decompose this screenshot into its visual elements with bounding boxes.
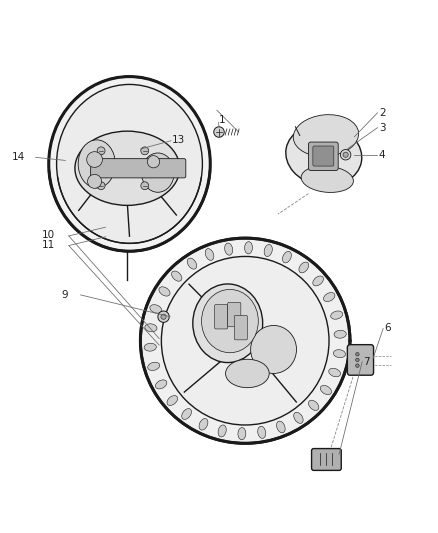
Ellipse shape [313, 276, 323, 286]
Circle shape [97, 182, 105, 190]
Circle shape [148, 156, 159, 168]
Ellipse shape [238, 427, 246, 440]
FancyBboxPatch shape [313, 146, 334, 166]
Circle shape [356, 358, 359, 362]
FancyBboxPatch shape [311, 449, 341, 471]
Ellipse shape [331, 311, 343, 319]
Ellipse shape [334, 330, 346, 338]
Text: 6: 6 [385, 324, 391, 334]
Ellipse shape [299, 262, 309, 273]
Ellipse shape [264, 245, 272, 256]
Ellipse shape [57, 84, 202, 244]
Circle shape [356, 364, 359, 367]
Ellipse shape [226, 359, 269, 387]
Circle shape [141, 182, 149, 190]
Ellipse shape [161, 256, 329, 425]
FancyBboxPatch shape [347, 345, 374, 375]
Text: 1: 1 [219, 115, 226, 125]
Circle shape [88, 174, 102, 188]
Ellipse shape [159, 287, 170, 296]
Circle shape [340, 149, 351, 160]
Ellipse shape [193, 284, 263, 362]
Ellipse shape [150, 305, 162, 313]
FancyBboxPatch shape [308, 142, 338, 171]
Circle shape [87, 152, 102, 167]
Ellipse shape [141, 238, 350, 443]
Ellipse shape [320, 385, 332, 394]
Circle shape [141, 147, 149, 155]
Ellipse shape [301, 166, 353, 192]
Text: 4: 4 [379, 150, 385, 160]
Ellipse shape [144, 343, 156, 351]
Ellipse shape [75, 131, 180, 205]
Text: 9: 9 [62, 290, 68, 300]
Ellipse shape [225, 243, 233, 255]
Circle shape [343, 152, 348, 157]
Text: 13: 13 [172, 135, 186, 145]
Ellipse shape [286, 124, 362, 186]
Ellipse shape [49, 77, 210, 251]
FancyBboxPatch shape [228, 302, 241, 327]
Circle shape [161, 314, 166, 319]
Ellipse shape [205, 248, 214, 260]
Text: 11: 11 [42, 240, 55, 249]
Circle shape [97, 147, 105, 155]
Ellipse shape [148, 362, 160, 370]
Ellipse shape [324, 293, 335, 302]
FancyBboxPatch shape [215, 304, 228, 329]
FancyBboxPatch shape [91, 159, 186, 178]
Text: 3: 3 [379, 123, 385, 133]
Ellipse shape [258, 426, 266, 438]
Ellipse shape [244, 241, 252, 254]
Circle shape [356, 352, 359, 356]
Ellipse shape [294, 413, 303, 423]
Ellipse shape [333, 350, 346, 358]
Ellipse shape [218, 425, 226, 437]
Ellipse shape [293, 115, 359, 156]
FancyBboxPatch shape [234, 316, 247, 340]
Ellipse shape [283, 252, 291, 263]
Ellipse shape [201, 289, 258, 353]
Circle shape [214, 127, 224, 138]
Ellipse shape [308, 400, 319, 410]
Text: 14: 14 [11, 152, 25, 163]
Ellipse shape [167, 395, 177, 406]
Ellipse shape [155, 380, 167, 389]
Ellipse shape [172, 271, 182, 281]
Ellipse shape [329, 368, 340, 377]
Ellipse shape [187, 258, 197, 269]
Ellipse shape [199, 418, 208, 430]
Text: 2: 2 [379, 108, 385, 118]
Text: 7: 7 [364, 357, 370, 367]
Circle shape [158, 311, 169, 322]
Text: 10: 10 [42, 230, 55, 240]
Ellipse shape [182, 409, 191, 419]
Ellipse shape [251, 326, 297, 374]
Ellipse shape [276, 421, 285, 433]
Ellipse shape [145, 324, 157, 332]
Ellipse shape [141, 153, 174, 192]
Ellipse shape [78, 140, 115, 188]
